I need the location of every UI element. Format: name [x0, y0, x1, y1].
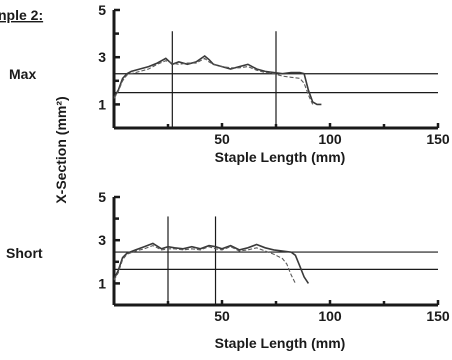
series-line — [113, 245, 296, 284]
y-tick-label: 5 — [98, 2, 106, 18]
x-axis-title: Staple Length (mm) — [215, 335, 346, 351]
series-line — [113, 57, 314, 105]
x-tick-label: 50 — [214, 131, 230, 147]
x-tick-label: 150 — [426, 131, 450, 147]
panel-label-max: Max — [9, 66, 36, 82]
series-line — [113, 54, 322, 106]
y-tick-label: 1 — [98, 275, 106, 291]
y-tick-label: 3 — [98, 49, 106, 65]
series-line — [113, 242, 310, 284]
y-tick-label: 1 — [98, 96, 106, 112]
x-axis-title: Staple Length (mm) — [215, 149, 346, 165]
chart-panel-max: 1 3 5 50 100 150 Staple Length (mm) — [98, 2, 450, 165]
y-axis-title: X-Section (mm²) — [53, 96, 69, 203]
chart-panel-short: 1 3 5 50 100 150 Staple Length (mm) — [98, 189, 450, 351]
x-tick-label: 100 — [318, 131, 342, 147]
x-tick-label: 100 — [318, 308, 342, 324]
y-tick-label: 3 — [98, 232, 106, 248]
x-tick-label: 150 — [426, 308, 450, 324]
x-tick-label: 50 — [214, 308, 230, 324]
panel-label-short: Short — [6, 245, 43, 261]
sample-label: nple 2: — [0, 7, 43, 23]
y-tick-label: 5 — [98, 189, 106, 205]
